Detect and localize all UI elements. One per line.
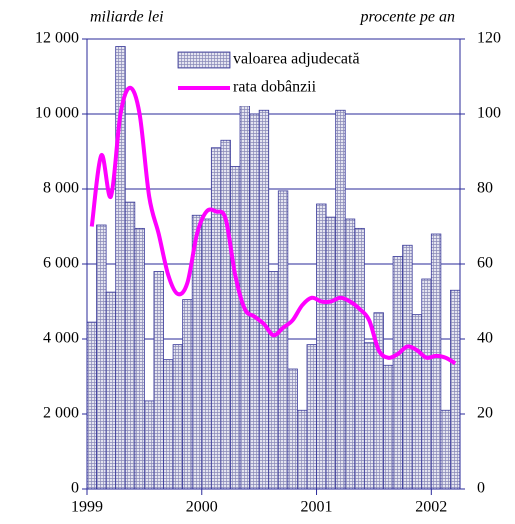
y-tick-label: 6 000 [43,255,79,272]
bar [153,271,164,490]
bar [354,227,365,490]
bar [277,190,289,490]
bar [230,166,241,490]
bar [430,233,442,490]
bar [172,344,184,490]
bar [258,109,270,490]
y-axis-title: miliarde lei [90,9,164,26]
bar [363,342,375,490]
bar [421,278,432,490]
y2-tick-label: 40 [477,330,493,347]
y-tick-label: 0 [71,480,79,497]
bar [124,201,136,490]
x-tick-label: 1999 [71,499,103,516]
bar [210,147,222,490]
line [89,85,457,366]
bar [182,299,193,490]
bar [325,216,337,490]
y2-tick-label: 60 [477,255,493,272]
y2-axis-title: procente pe an [360,9,455,26]
legend-label: valoarea adjudecată [233,51,360,68]
y-tick-label: 2 000 [43,405,79,422]
bar [383,364,394,490]
x-tick-label: 2000 [186,499,218,516]
bar [105,291,117,490]
y2-tick-label: 20 [477,405,493,422]
bar [344,218,356,490]
legend-swatch [177,51,231,69]
bar [143,400,155,490]
bar [96,224,107,490]
y-tick-label: 8 000 [43,180,79,197]
bar [450,289,461,490]
bar [306,344,317,490]
y2-tick-label: 120 [477,30,501,47]
bar [163,359,174,490]
bar [201,218,212,490]
bar [86,321,97,490]
bar [402,244,413,490]
legend-label: rata dobânzii [233,79,317,96]
bar [411,314,423,490]
bar [316,203,327,490]
bar [287,368,298,490]
y-tick-label: 10 000 [35,105,79,122]
y2-tick-label: 100 [477,105,501,122]
y-tick-label: 4 000 [43,330,79,347]
bar [220,139,231,490]
y2-tick-label: 80 [477,180,493,197]
bar [392,256,404,490]
bar [440,409,451,490]
y2-tick-label: 0 [477,480,485,497]
bar [134,227,145,490]
bar [297,409,308,490]
bar [249,113,260,490]
x-tick-label: 2002 [415,499,447,516]
bar [268,271,279,490]
y-tick-label: 12 000 [35,30,79,47]
x-tick-label: 2001 [301,499,333,516]
